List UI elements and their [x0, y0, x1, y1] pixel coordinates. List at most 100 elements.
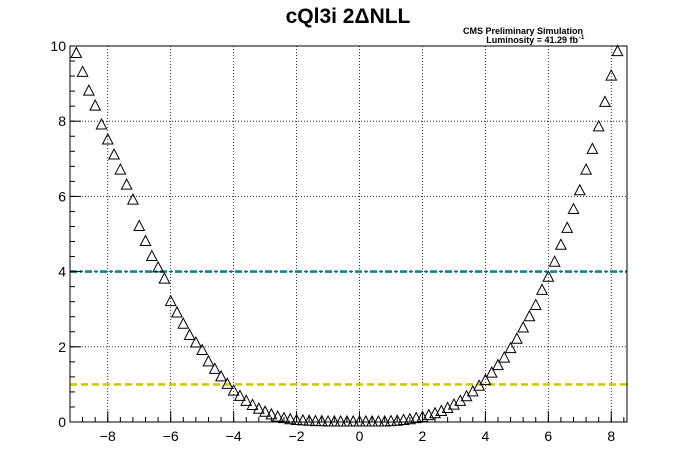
y-tick-label: 0	[58, 414, 66, 430]
data-point	[473, 379, 486, 391]
data-point	[284, 412, 297, 425]
data-point	[366, 414, 379, 427]
data-point	[580, 162, 593, 175]
data-point	[391, 414, 404, 426]
y-tick-label: 4	[58, 264, 66, 280]
data-point	[491, 358, 505, 371]
x-tick-label: −8	[100, 428, 116, 444]
data-point	[592, 119, 605, 132]
data-point	[510, 332, 523, 344]
data-point	[215, 369, 228, 382]
data-point	[334, 414, 347, 427]
data-point	[498, 350, 511, 363]
data-point	[82, 84, 95, 96]
data-point	[277, 411, 291, 424]
data-point	[598, 95, 611, 107]
data-point	[309, 414, 322, 427]
data-point	[95, 117, 108, 130]
data-point	[322, 414, 335, 427]
data-point	[101, 132, 114, 145]
data-point	[378, 414, 391, 427]
data-point	[114, 162, 127, 175]
data-point	[189, 335, 202, 348]
data-point	[296, 413, 309, 426]
data-points	[70, 44, 624, 427]
data-point	[246, 398, 259, 410]
data-point	[347, 414, 360, 427]
data-point	[504, 341, 517, 354]
data-point	[183, 328, 196, 341]
data-point	[177, 317, 190, 329]
data-point	[548, 255, 561, 267]
data-point	[315, 414, 328, 427]
data-point	[384, 414, 398, 427]
data-point	[340, 414, 353, 427]
data-point	[133, 219, 146, 231]
data-point	[70, 46, 83, 59]
data-point	[89, 99, 102, 111]
data-point	[164, 294, 177, 307]
data-point	[202, 354, 215, 367]
annotation-line-2: Luminosity = 41.29 fb	[486, 35, 578, 45]
data-point	[252, 402, 265, 414]
data-point	[126, 193, 139, 205]
data-point	[227, 384, 240, 396]
x-tick-label: −6	[163, 428, 179, 444]
data-point	[303, 414, 316, 426]
data-point	[353, 414, 366, 427]
y-tick-label: 2	[58, 339, 66, 355]
data-point	[554, 238, 567, 250]
data-point	[76, 65, 89, 77]
y-tick-label: 6	[58, 188, 66, 204]
y-tick-label: 8	[58, 113, 66, 129]
data-point	[139, 234, 152, 247]
data-point	[447, 397, 460, 410]
data-point	[221, 377, 234, 389]
data-point	[561, 221, 574, 233]
x-tick-label: 4	[481, 428, 489, 444]
data-point	[271, 410, 284, 422]
annotation-line-2-superscript: -1	[579, 35, 585, 41]
x-tick-label: 8	[607, 428, 615, 444]
plot-frame	[69, 45, 628, 423]
data-point	[586, 142, 599, 154]
data-point	[196, 343, 209, 356]
data-point	[466, 384, 479, 397]
data-point	[359, 414, 372, 427]
x-tick-label: 2	[419, 428, 427, 444]
data-point	[441, 401, 454, 413]
annotation-line-1: CMS Preliminary Simulation	[463, 26, 583, 36]
data-point	[170, 305, 184, 318]
x-tick-label: −4	[226, 428, 242, 444]
data-point	[145, 249, 158, 262]
x-tick-label: 6	[544, 428, 552, 444]
data-point	[152, 260, 165, 273]
data-point	[397, 413, 410, 425]
data-point	[523, 309, 536, 322]
data-point	[567, 202, 580, 215]
data-point	[479, 373, 492, 386]
data-point	[233, 389, 246, 401]
data-point	[108, 147, 121, 160]
data-point	[259, 405, 272, 417]
data-point	[542, 270, 555, 282]
x-tick-label: 0	[356, 428, 364, 444]
data-point	[529, 298, 542, 310]
data-point	[372, 414, 385, 427]
data-point	[611, 44, 624, 57]
data-point	[517, 320, 530, 333]
data-point	[240, 394, 253, 406]
data-point	[208, 362, 221, 374]
data-point	[328, 414, 341, 427]
data-point	[158, 272, 171, 284]
x-tick-label: −2	[289, 428, 305, 444]
chart-title: cQl3i 2ΔNLL	[286, 5, 411, 28]
data-point	[120, 178, 133, 190]
axis-ticks: −8 −6 −4 −2 0 2 4 6 8 0 2 4 6 8 10	[50, 38, 625, 444]
data-point	[536, 283, 549, 295]
data-point	[485, 366, 498, 378]
y-tick-label: 10	[50, 38, 66, 54]
data-point	[605, 68, 618, 81]
